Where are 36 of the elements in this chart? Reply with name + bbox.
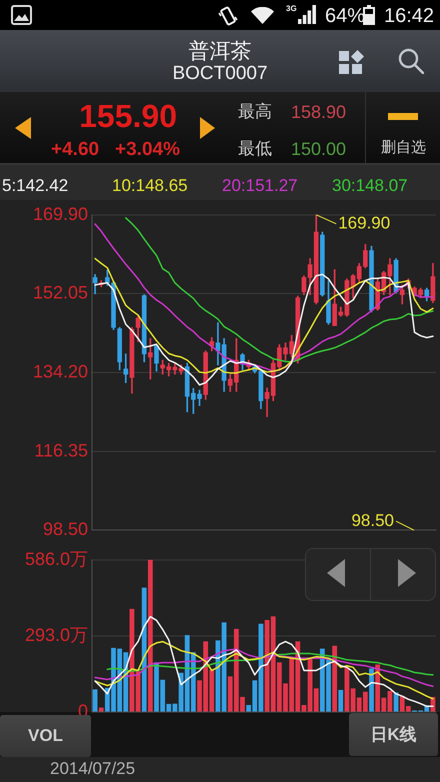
text: 5:142.42 xyxy=(2,176,68,196)
text: 20:151.27 xyxy=(222,176,298,196)
text: 最高 xyxy=(238,101,272,123)
annotation: 98.50 xyxy=(351,510,394,530)
bar xyxy=(369,668,374,712)
annotation: 169.90 xyxy=(338,213,390,232)
bar xyxy=(92,689,98,712)
text: 158.90 xyxy=(291,101,346,123)
text: 3G xyxy=(286,4,297,14)
bar xyxy=(148,560,153,712)
bar xyxy=(332,646,338,712)
y-tick-label: 293.0万 xyxy=(24,624,88,645)
y-tick-label: 98.50 xyxy=(42,519,88,540)
text: +4.60 xyxy=(51,139,100,161)
text: BOCT0007 xyxy=(172,63,268,85)
y-tick-label: 152.05 xyxy=(32,282,88,303)
y-tick-label: 169.90 xyxy=(32,204,88,224)
text: 普洱茶 xyxy=(188,40,252,64)
bar xyxy=(98,708,104,712)
text: 10:148.65 xyxy=(112,176,188,196)
text: 150.00 xyxy=(291,138,346,160)
text: VOL xyxy=(28,725,63,747)
text: 16:42 xyxy=(384,4,434,28)
text: 日K线 xyxy=(370,724,417,746)
text: 2014/07/25 xyxy=(50,758,136,780)
text: +3.04% xyxy=(115,139,180,161)
bar xyxy=(338,690,344,712)
y-tick-label: 586.0万 xyxy=(24,548,88,569)
text: 64% xyxy=(325,4,366,28)
text: 155.90 xyxy=(79,98,177,134)
y-tick-label: 116.35 xyxy=(34,440,88,460)
text: 删自选 xyxy=(381,138,426,158)
bar xyxy=(394,692,398,712)
text: 30:148.07 xyxy=(332,176,408,196)
y-tick-label: 134.20 xyxy=(32,361,88,382)
text: 最低 xyxy=(238,138,272,160)
